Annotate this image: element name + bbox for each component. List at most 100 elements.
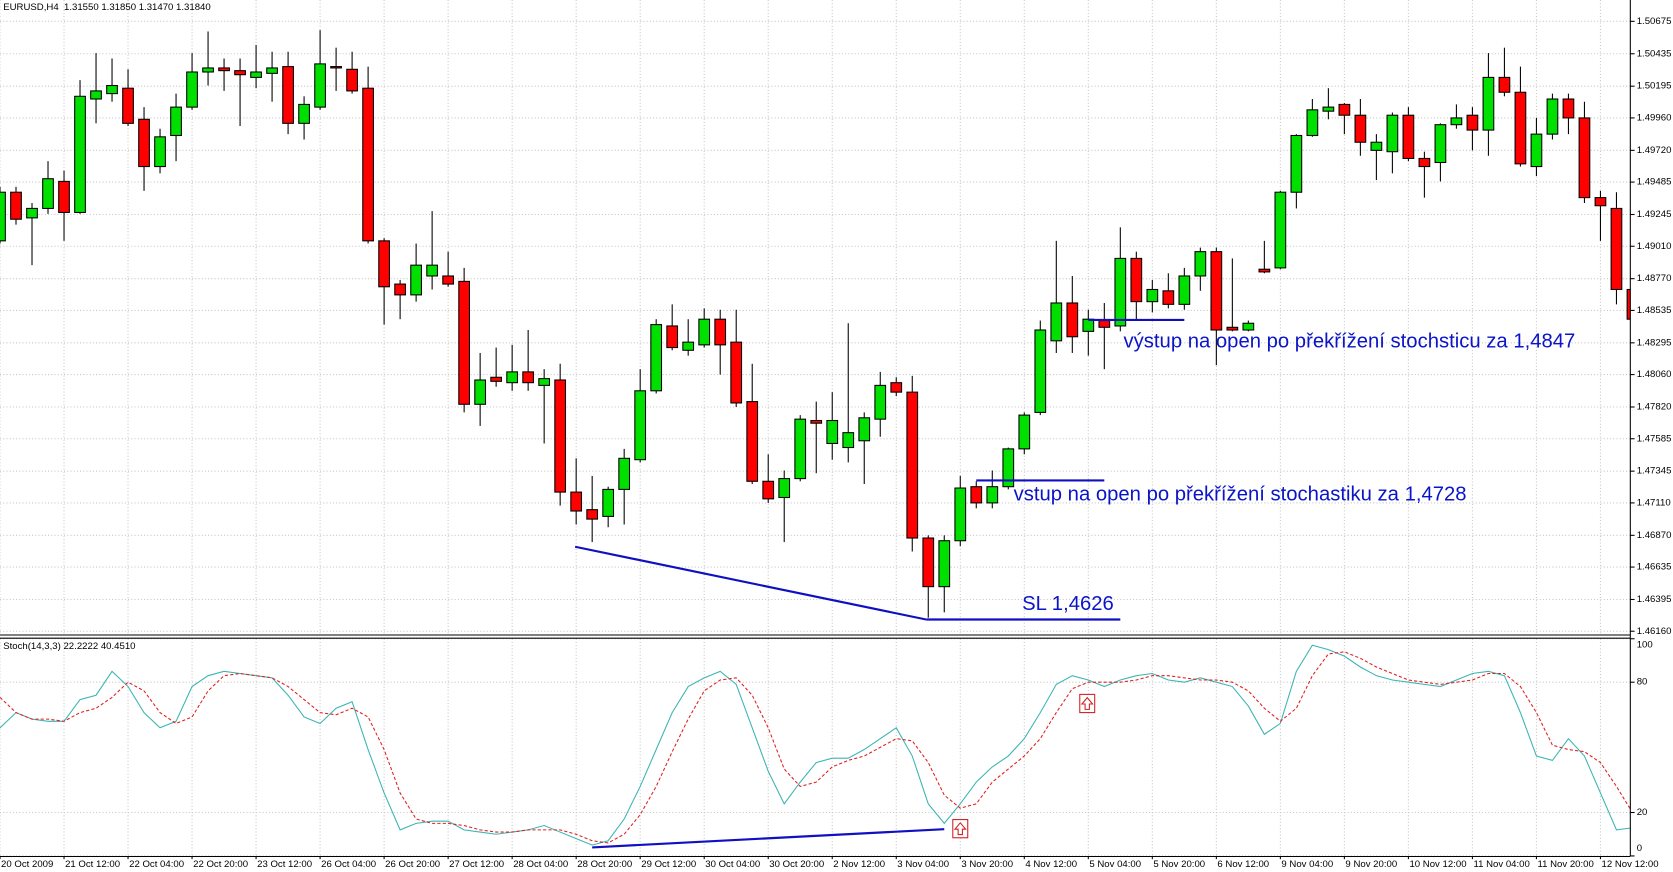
candle-body xyxy=(698,318,711,346)
x-tick-label: 4 Nov 12:00 xyxy=(1025,859,1077,870)
candle-body xyxy=(1002,448,1015,488)
candle-body xyxy=(170,106,182,137)
candle-body xyxy=(1258,268,1271,273)
candle-body xyxy=(1530,133,1543,168)
candle-body xyxy=(186,71,198,108)
candle-body xyxy=(1322,106,1335,112)
x-tick-label: 3 Nov 04:00 xyxy=(897,859,949,870)
y-tick-label: 1.49960 xyxy=(1637,112,1672,123)
y-tick-label: 1.46870 xyxy=(1637,530,1672,541)
candle-body xyxy=(250,71,262,78)
trend-line xyxy=(592,828,945,849)
candle-body xyxy=(1450,117,1463,126)
annotation: SL 1,4626 xyxy=(1022,593,1114,615)
candle-body xyxy=(1210,251,1223,331)
candle-body xyxy=(218,67,230,72)
candle-body xyxy=(330,66,342,69)
candle-body xyxy=(618,457,631,490)
x-tick-label: 5 Nov 04:00 xyxy=(1089,859,1141,870)
trend-line xyxy=(574,545,927,621)
candle-body xyxy=(970,486,983,504)
x-tick-label: 9 Nov 20:00 xyxy=(1345,859,1397,870)
y-tick-label: 1.46160 xyxy=(1637,626,1672,637)
candle-body xyxy=(106,84,118,95)
stoch-line xyxy=(0,651,1631,844)
x-tick-label: 5 Nov 20:00 xyxy=(1153,859,1205,870)
candle-body xyxy=(1386,114,1399,153)
annotation: vstup na open po překřížení stochastiku … xyxy=(1014,484,1467,506)
candle-body xyxy=(954,487,967,542)
candle-body xyxy=(602,488,615,517)
candle-body xyxy=(986,486,999,504)
candle-body xyxy=(1338,103,1351,116)
y-tick-label: 1.47345 xyxy=(1637,466,1672,477)
candle-body xyxy=(26,207,38,219)
candle-body xyxy=(538,378,551,386)
candle-body xyxy=(1226,326,1239,331)
y-tick-label: 100 xyxy=(1637,640,1653,651)
candle-body xyxy=(154,136,166,168)
candle-body xyxy=(1082,318,1095,332)
candle-body xyxy=(1242,322,1255,331)
candle-body xyxy=(474,379,487,405)
candle-body xyxy=(762,480,775,500)
x-tick-label: 30 Oct 04:00 xyxy=(705,859,760,870)
candle-body xyxy=(1418,157,1431,168)
y-tick-label: 1.47585 xyxy=(1637,433,1672,444)
y-tick-label: 1.48060 xyxy=(1637,369,1672,380)
x-tick-label: 2 Nov 12:00 xyxy=(833,859,885,870)
x-tick-label: 27 Oct 12:00 xyxy=(449,859,504,870)
candle-body xyxy=(1354,114,1367,143)
candle-body xyxy=(458,280,470,405)
y-tick-label: 1.46635 xyxy=(1637,562,1672,573)
candle-body xyxy=(1194,251,1207,277)
x-tick-label: 30 Oct 20:00 xyxy=(769,859,824,870)
candle-body xyxy=(0,191,6,242)
candle-body xyxy=(570,491,583,512)
candle-body xyxy=(1306,109,1319,137)
candle-body xyxy=(1050,302,1063,342)
candle-body xyxy=(346,68,358,92)
y-tick-label: 1.46395 xyxy=(1637,594,1672,605)
candle-body xyxy=(234,70,246,76)
candle-body xyxy=(1274,191,1287,269)
candle-body xyxy=(1562,98,1575,119)
y-tick-label: 80 xyxy=(1637,677,1648,688)
stoch-line xyxy=(0,644,1631,846)
candle-body xyxy=(378,240,390,288)
candle-body xyxy=(362,87,374,242)
candle-body xyxy=(1578,117,1591,199)
y-tick-label: 1.49485 xyxy=(1637,177,1672,188)
x-tick-label: 11 Nov 04:00 xyxy=(1473,859,1529,870)
candle-body xyxy=(810,419,823,424)
candle-body xyxy=(426,264,438,277)
candle-body xyxy=(90,90,102,100)
candle-body xyxy=(1178,275,1191,305)
candle-body xyxy=(1370,141,1383,151)
candle-body xyxy=(1290,134,1303,193)
candle-body xyxy=(826,419,839,445)
y-tick-label: 1.49720 xyxy=(1637,145,1672,156)
candle-body xyxy=(1130,257,1143,303)
candle-body xyxy=(490,376,503,382)
x-tick-label: 26 Oct 20:00 xyxy=(385,859,440,870)
candle-body xyxy=(922,537,935,588)
annotation: výstup na open po překřížení stochsticu … xyxy=(1124,331,1576,353)
x-tick-label: 12 Nov 12:00 xyxy=(1602,859,1659,870)
candle-body xyxy=(666,325,679,349)
candle-body xyxy=(1626,288,1631,320)
candle-body xyxy=(282,66,294,124)
x-tick-label: 29 Oct 12:00 xyxy=(641,859,696,870)
candle-body xyxy=(634,390,647,461)
candle-body xyxy=(1610,207,1623,291)
candle-body xyxy=(58,180,70,214)
candle-body xyxy=(138,118,150,168)
candle-body xyxy=(906,391,919,539)
y-tick-label: 1.48770 xyxy=(1637,273,1672,284)
candle-body xyxy=(442,275,454,285)
x-tick-label: 28 Oct 04:00 xyxy=(513,859,568,870)
candle-body xyxy=(1482,76,1495,131)
candle-body xyxy=(122,87,134,124)
y-tick-label: 1.48535 xyxy=(1637,305,1672,316)
stoch-lines xyxy=(0,644,1631,846)
